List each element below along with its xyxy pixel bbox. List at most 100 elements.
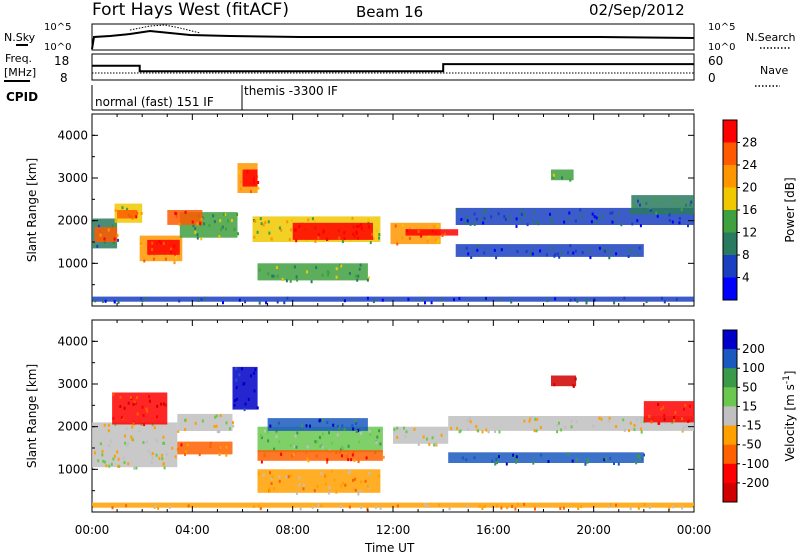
power-echo-speckle <box>476 244 479 248</box>
power-echo-speckle <box>473 212 476 216</box>
power-echo-speckle <box>580 214 583 218</box>
power-echo-speckle <box>560 251 563 255</box>
power-echo-speckle <box>357 274 360 278</box>
power-echo-speckle <box>470 256 473 259</box>
power-colorbar: 28 24 20 16 12 8 4 Power [dB] <box>722 119 797 301</box>
velocity-colorbar-tick-label: -200 <box>742 476 769 490</box>
velocity-echo-speckle <box>357 429 359 433</box>
velocity-echo-speckle <box>269 424 272 428</box>
velocity-echo-speckle <box>120 416 123 420</box>
power-echo-speckle <box>222 301 224 305</box>
power-echo-speckle <box>531 252 534 256</box>
velocity-colorbar-swatch <box>723 444 737 465</box>
power-echo-speckle <box>475 217 478 221</box>
velocity-echo-speckle <box>637 506 640 510</box>
power-echo-speckle <box>476 248 479 252</box>
velocity-echo-speckle <box>236 397 238 401</box>
power-echo-speckle <box>671 220 674 224</box>
velocity-echo-speckle <box>327 491 330 495</box>
power-echo-speckle <box>637 199 639 203</box>
velocity-echo-speckle <box>231 421 234 425</box>
power-echo-speckle <box>631 205 634 209</box>
velocity-echo-speckle <box>424 503 427 506</box>
power-echo-speckle <box>469 222 472 226</box>
velocity-echo-speckle <box>133 400 136 404</box>
velocity-echo-speckle <box>500 506 503 510</box>
power-echo-speckle <box>233 227 236 231</box>
power-echo-speckle <box>307 218 310 222</box>
power-echo-speckle <box>356 225 358 229</box>
power-echo-speckle <box>420 234 423 238</box>
velocity-echo-speckle <box>253 504 256 508</box>
power-echo-speckle <box>356 278 359 282</box>
power-echo-speckle <box>606 249 609 253</box>
power-echo-speckle <box>359 263 362 267</box>
power-echo-speckle <box>196 222 199 226</box>
velocity-echo-speckle <box>260 434 262 438</box>
frequency-trace <box>92 63 694 73</box>
velocity-colorbar-swatch <box>723 349 737 369</box>
velocity-echo-region-2 <box>177 441 233 455</box>
power-echo-speckle <box>358 267 361 271</box>
power-echo-speckle <box>482 221 485 225</box>
power-echo-speckle <box>295 239 298 243</box>
velocity-echo-speckle <box>688 419 691 423</box>
velocity-echo-speckle <box>164 403 167 407</box>
velocity-echo-speckle <box>343 428 346 431</box>
power-echo-speckle <box>367 218 370 222</box>
velocity-echo-speckle <box>250 374 252 378</box>
power-echo-speckle <box>281 278 284 281</box>
velocity-echo-speckle <box>629 507 632 511</box>
velocity-echo-speckle <box>603 458 606 462</box>
time-tick-label: 20:00 <box>576 523 611 537</box>
power-echo-speckle <box>437 239 440 243</box>
velocity-echo-speckle <box>335 490 338 494</box>
velocity-echo-speckle <box>232 424 235 428</box>
velocity-echo-speckle <box>187 504 190 508</box>
velocity-echo-speckle <box>132 402 135 406</box>
power-echo-speckle <box>257 186 260 190</box>
velocity-echo-speckle <box>277 421 280 425</box>
velocity-echo-speckle <box>235 386 238 390</box>
power-echo-speckle <box>431 229 434 233</box>
cpid-segment-themis: themis -3300 IF <box>244 84 338 98</box>
power-echo-speckle <box>126 207 129 211</box>
power-echo-speckle <box>272 274 275 278</box>
velocity-echo-speckle <box>357 492 360 496</box>
power-echo-speckle <box>103 237 106 241</box>
velocity-echo-speckle <box>270 477 273 481</box>
velocity-echo-speckle <box>184 418 186 422</box>
power-echo-speckle <box>244 300 247 304</box>
power-echo-speckle <box>99 233 102 237</box>
power-echo-speckle <box>327 273 329 277</box>
power-echo-speckle <box>574 219 577 223</box>
power-echo-speckle <box>178 299 181 303</box>
velocity-echo-speckle <box>165 452 168 456</box>
power-echo-speckle <box>238 298 241 302</box>
nsearch-label: N.Search <box>746 31 796 44</box>
power-echo-speckle <box>159 241 162 245</box>
velocity-echo-speckle <box>648 505 651 509</box>
time-tick-label: 12:00 <box>376 523 411 537</box>
power-echo-speckle <box>417 229 420 233</box>
beam-label: Beam 16 <box>356 3 423 21</box>
velocity-echo-speckle <box>339 448 342 452</box>
power-echo-speckle <box>204 296 207 300</box>
power-echo-speckle <box>197 298 200 302</box>
velocity-echo-speckle <box>350 458 353 462</box>
velocity-echo-speckle <box>530 416 533 420</box>
velocity-echo-speckle <box>608 416 611 420</box>
velocity-echo-speckle <box>417 442 420 446</box>
power-echo-speckle <box>678 217 681 220</box>
noise-tick-top-right: 10^5 <box>708 22 735 33</box>
velocity-echo-speckle <box>487 430 490 434</box>
power-echo-speckle <box>460 218 463 221</box>
power-echo-speckle <box>246 170 249 174</box>
power-echo-speckle <box>237 232 239 236</box>
power-echo-speckle <box>340 264 343 268</box>
velocity-echo-speckle <box>177 429 180 433</box>
power-echo-speckle <box>218 235 221 239</box>
velocity-echo-speckle <box>511 504 514 508</box>
velocity-echo-speckle <box>150 461 153 464</box>
velocity-echo-speckle <box>396 426 399 430</box>
